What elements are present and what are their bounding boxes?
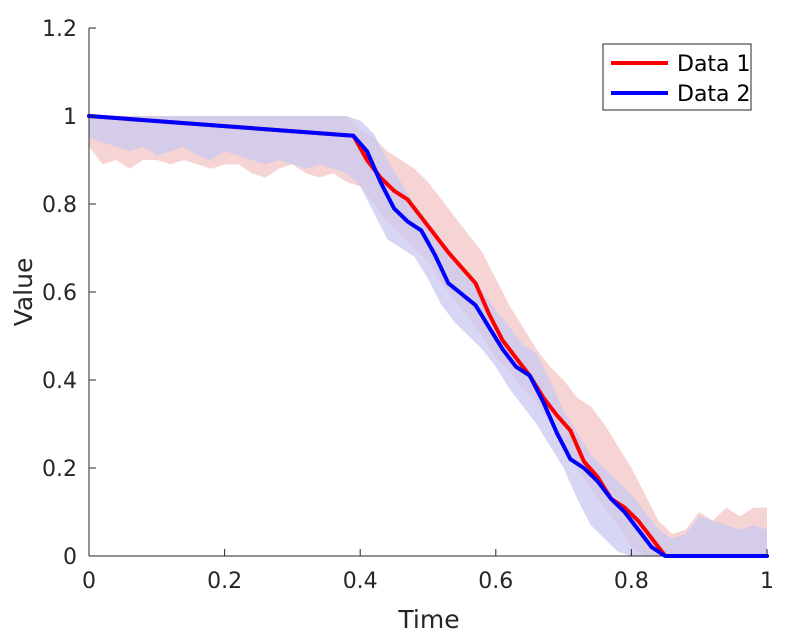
x-tick-label: 0.8 <box>614 569 649 594</box>
x-tick-label: 0.4 <box>343 569 378 594</box>
y-tick-labels: 0 0.2 0.4 0.6 0.8 1 1.2 <box>42 17 77 570</box>
x-tick-label: 1 <box>760 569 774 594</box>
x-axis-title: Time <box>397 605 459 634</box>
x-tick-label: 0.2 <box>207 569 242 594</box>
legend: Data 1 Data 2 <box>602 43 752 111</box>
legend-box <box>602 43 752 111</box>
y-tick-label: 0.2 <box>42 457 77 482</box>
y-axis-title: Value <box>9 258 38 327</box>
line-series-1 <box>87 114 769 558</box>
y-tick-label: 1.2 <box>42 17 77 42</box>
x-tick-labels: 0 0.2 0.4 0.6 0.8 1 <box>82 569 774 594</box>
x-tick-label: 0 <box>82 569 96 594</box>
legend-label-1: Data 1 <box>677 52 751 77</box>
y-tick-label: 1 <box>63 105 77 130</box>
y-tick-label: 0.8 <box>42 193 77 218</box>
confidence-bands <box>89 116 767 556</box>
series-lines <box>87 114 769 558</box>
line-series-2 <box>87 114 769 558</box>
y-tick-label: 0.4 <box>42 369 77 394</box>
x-tick-label: 0.6 <box>478 569 513 594</box>
legend-label-2: Data 2 <box>677 82 751 107</box>
y-tick-label: 0 <box>63 545 77 570</box>
tick-marks <box>88 27 768 557</box>
y-tick-label: 0.6 <box>42 281 77 306</box>
band-series-1 <box>89 116 767 556</box>
